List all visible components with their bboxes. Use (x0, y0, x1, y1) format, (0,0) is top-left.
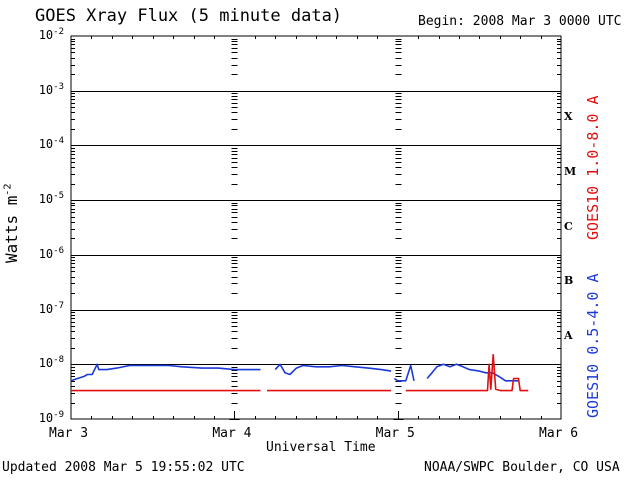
y-axis-label-exp: -2 (2, 183, 14, 196)
x-axis-label: Universal Time (266, 440, 376, 455)
y-tick-label: 10-6 (39, 246, 64, 261)
y-tick-exp: -8 (53, 355, 64, 366)
y-tick-exp: -4 (53, 136, 64, 147)
y-tick-label: 10-5 (39, 191, 64, 206)
begin-time: Begin: 2008 Mar 3 0000 UTC (418, 14, 622, 29)
series-short-line (426, 363, 519, 382)
y-tick-exp: -3 (53, 81, 64, 92)
y-tick-exp: -9 (53, 410, 64, 420)
y-tick-label: 10-4 (39, 136, 64, 151)
series-short-line (274, 363, 392, 376)
chart-title: GOES Xray Flux (5 minute data) (35, 6, 343, 26)
legend-long-channel: GOES10 1.0-8.0 A (584, 95, 602, 241)
y-tick-exp: -5 (53, 191, 64, 202)
flare-class-label: C (564, 219, 573, 233)
y-tick-base: 10 (38, 411, 54, 425)
plot-frame (70, 35, 562, 420)
series-short-line (393, 364, 415, 382)
y-tick-exp: -2 (53, 27, 64, 37)
y-axis-label: Watts m-2 (2, 184, 21, 263)
y-tick-exp: -7 (53, 300, 64, 311)
y-tick-base: 10 (38, 28, 54, 42)
x-tick-label: Mar 5 (375, 426, 415, 441)
series-long-line (405, 353, 529, 392)
x-tick-label: Mar 6 (539, 426, 579, 441)
y-tick-base: 10 (38, 82, 54, 97)
y-tick-label: 10-7 (39, 301, 64, 316)
y-axis-label-base: Watts m (2, 195, 21, 263)
series-short-line (70, 363, 261, 382)
y-tick-label: 10-8 (39, 355, 64, 370)
y-tick-base: 10 (38, 356, 54, 371)
y-tick-base: 10 (38, 301, 54, 316)
flare-class-label: M (564, 164, 577, 178)
x-tick-label: Mar 3 (49, 426, 89, 441)
flare-class-label: X (564, 110, 573, 124)
y-tick-base: 10 (38, 192, 54, 207)
y-tick-label: 10-3 (39, 82, 64, 97)
y-tick-exp: -6 (53, 245, 64, 256)
y-tick-label: 10-9 (39, 410, 64, 425)
legend-short-channel: GOES10 0.5-4.0 A (584, 273, 602, 419)
flare-class-label: B (564, 274, 574, 288)
updated-timestamp: Updated 2008 Mar 5 19:55:02 UTC (2, 460, 245, 475)
flare-class-label: A (564, 328, 573, 342)
credit-text: NOAA/SWPC Boulder, CO USA (424, 460, 620, 475)
x-tick-label: Mar 4 (212, 426, 252, 441)
y-tick-base: 10 (38, 246, 54, 261)
y-tick-label: 10-2 (39, 27, 64, 42)
y-tick-base: 10 (38, 137, 54, 152)
